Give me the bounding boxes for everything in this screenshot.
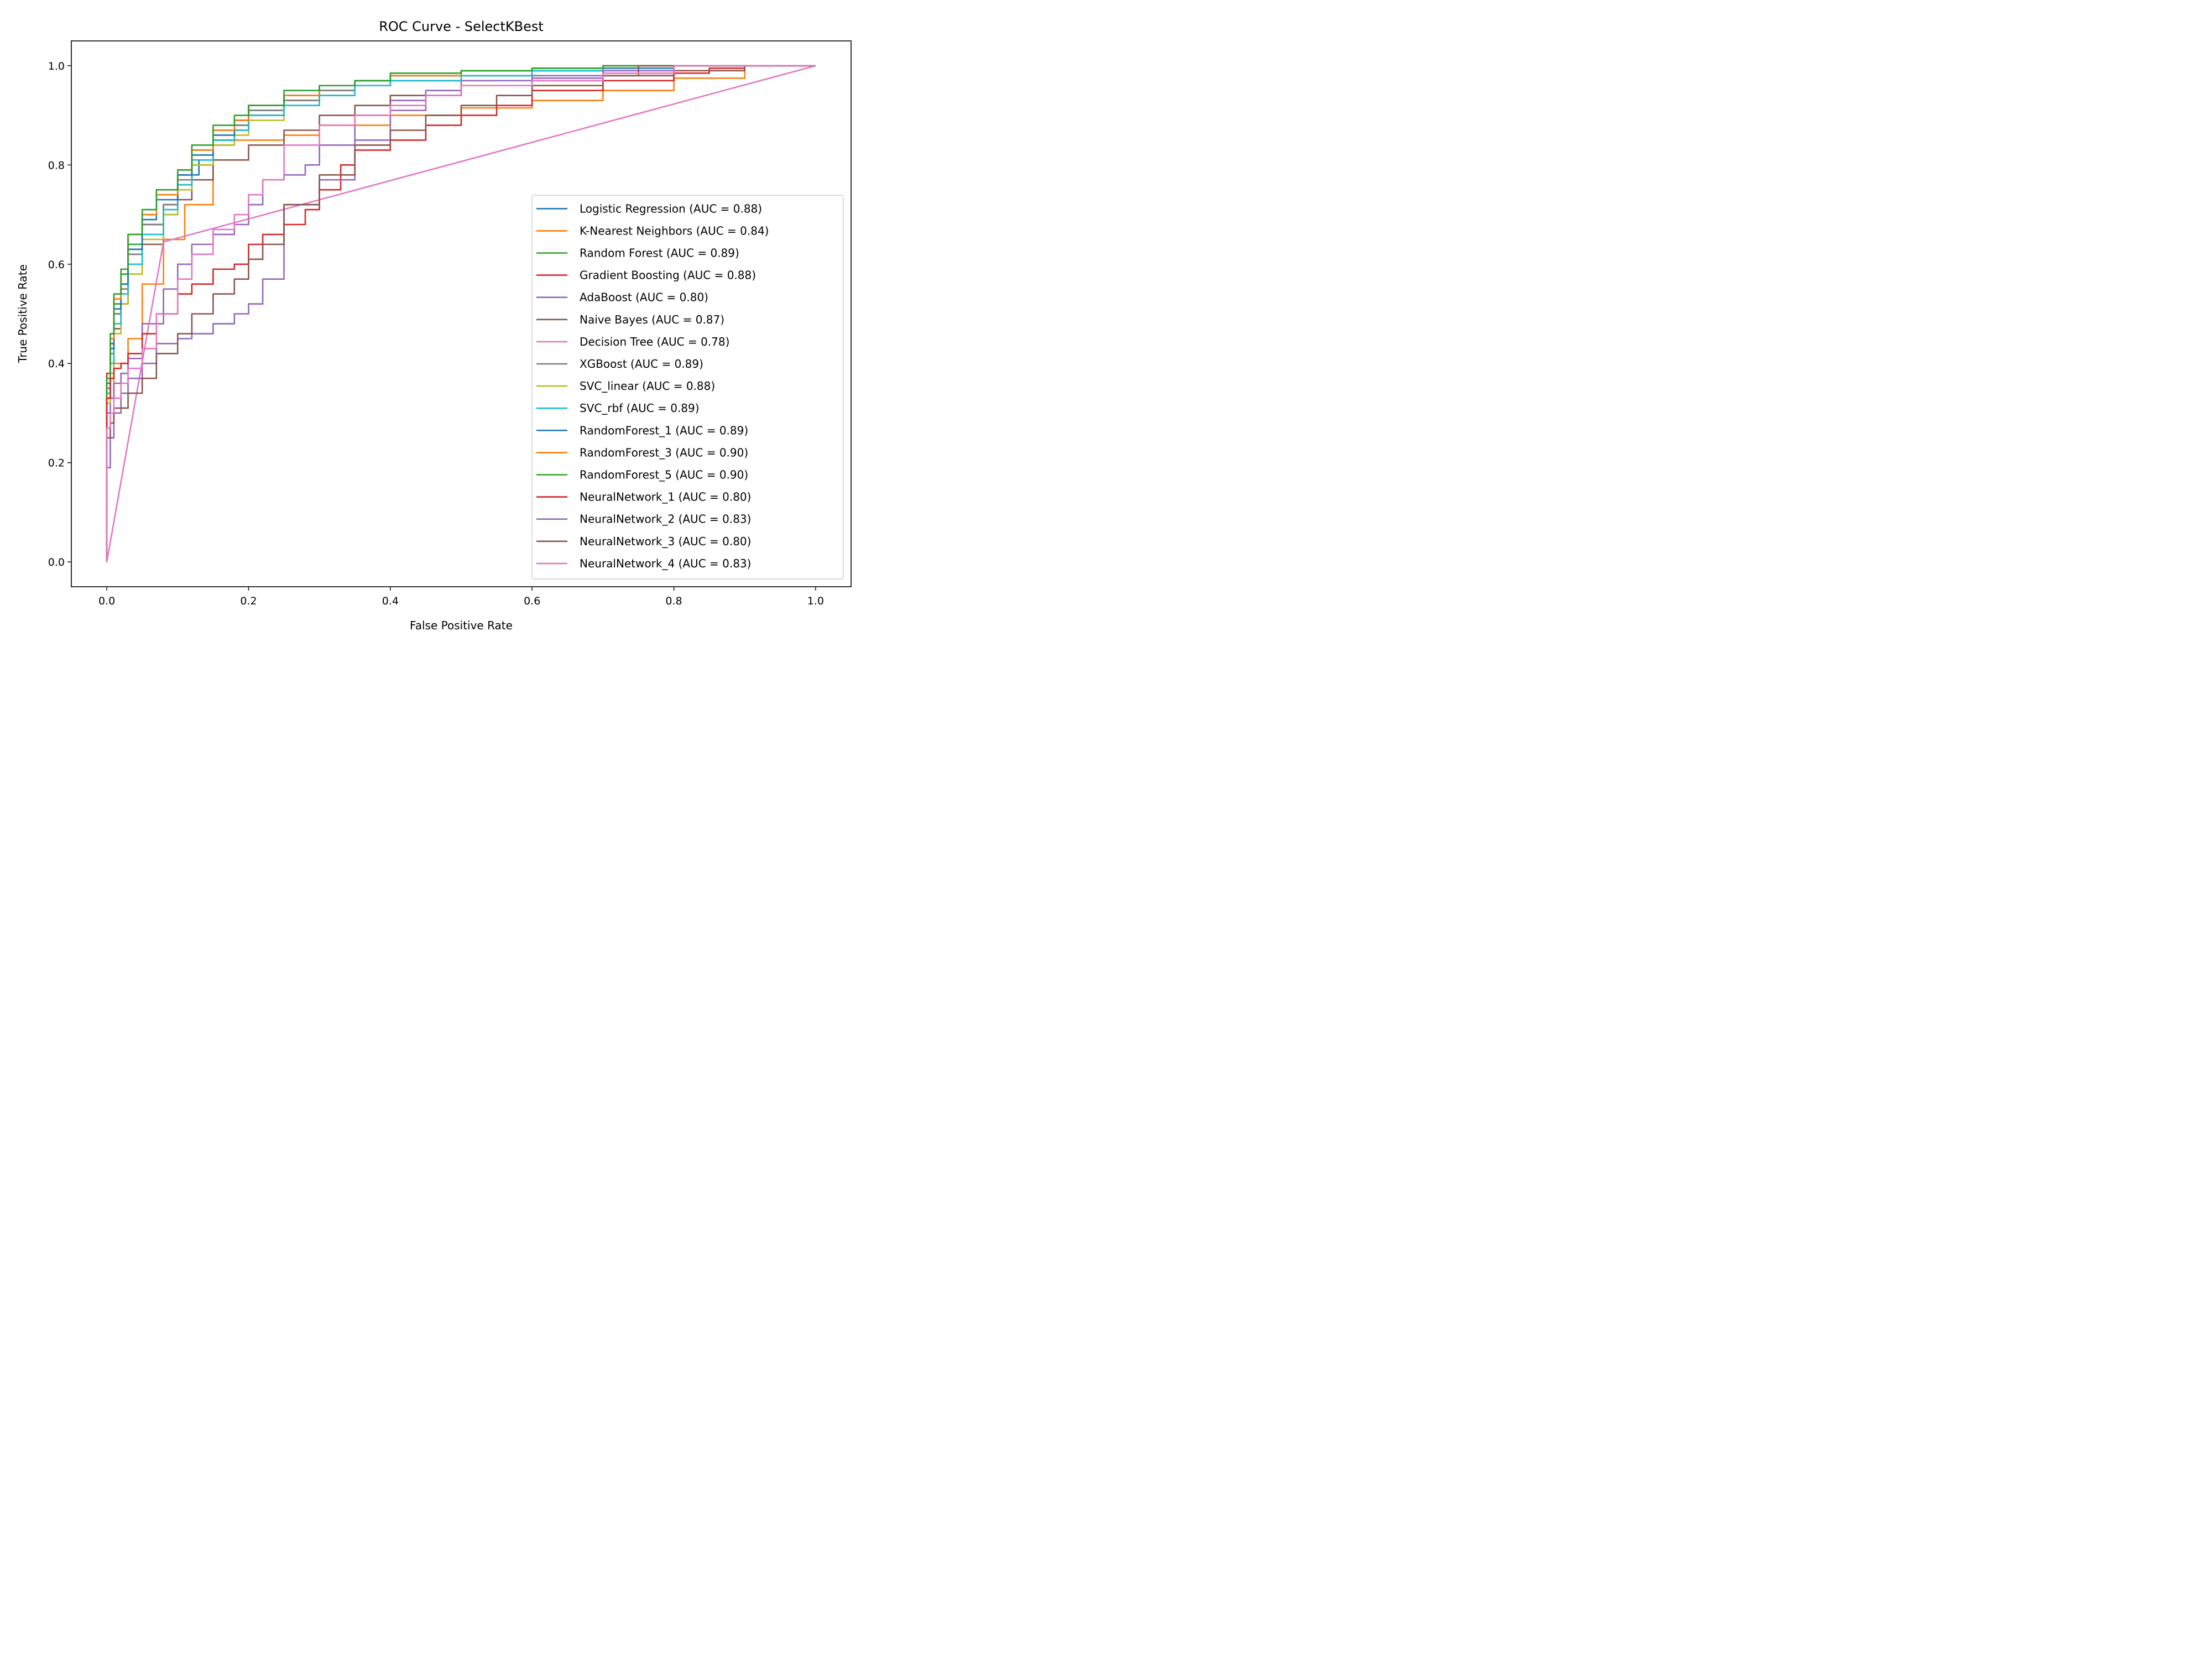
roc-curve-line-17 xyxy=(106,65,816,562)
legend-entry-label: AdaBoost (AUC = 0.80) xyxy=(580,291,708,304)
legend-entry-label: K-Nearest Neighbors (AUC = 0.84) xyxy=(580,224,769,237)
legend-entry-label: NeuralNetwork_4 (AUC = 0.83) xyxy=(580,557,751,570)
x-tick-label: 0.0 xyxy=(98,595,115,607)
legend-entry-label: Decision Tree (AUC = 0.78) xyxy=(580,335,729,348)
legend-entry-label: RandomForest_3 (AUC = 0.90) xyxy=(580,446,748,459)
legend-entry-label: Gradient Boosting (AUC = 0.88) xyxy=(580,269,756,282)
x-axis-title: False Positive Rate xyxy=(410,619,513,632)
legend-entry-label: RandomForest_5 (AUC = 0.90) xyxy=(580,468,748,482)
x-tick-label: 0.2 xyxy=(240,595,257,607)
legend-entry-label: RandomForest_1 (AUC = 0.89) xyxy=(580,424,748,437)
legend-entry-label: NeuralNetwork_1 (AUC = 0.80) xyxy=(580,491,751,504)
roc-curve-line-16 xyxy=(106,65,816,562)
legend-entry-label: NeuralNetwork_2 (AUC = 0.83) xyxy=(580,513,751,526)
x-tick-label: 1.0 xyxy=(807,595,824,607)
chart-title: ROC Curve - SelectKBest xyxy=(379,19,544,34)
legend-entry-label: NeuralNetwork_3 (AUC = 0.80) xyxy=(580,535,751,548)
legend-entry-label: Random Forest (AUC = 0.89) xyxy=(580,247,739,260)
legend-box xyxy=(531,195,844,580)
y-tick-label: 0.6 xyxy=(48,259,65,271)
y-tick-label: 1.0 xyxy=(48,60,65,72)
legend-entry-label: Naive Bayes (AUC = 0.87) xyxy=(580,313,724,326)
y-axis-title: True Positive Rate xyxy=(16,264,29,363)
y-tick-label: 0.8 xyxy=(48,159,65,171)
y-tick-label: 0.4 xyxy=(48,358,65,370)
legend-entry-label: SVC_linear (AUC = 0.88) xyxy=(580,379,715,393)
axes-frame xyxy=(71,40,852,587)
legend-entry-label: Logistic Regression (AUC = 0.88) xyxy=(580,202,762,215)
legend-entry-label: SVC_rbf (AUC = 0.89) xyxy=(580,401,700,415)
roc-chart: ROC Curve - SelectKBest 0.0 0.2 0.4 0.6 0.8 1… xyxy=(0,0,863,647)
y-tick-label: 0.2 xyxy=(48,457,65,469)
x-tick-label: 0.8 xyxy=(665,595,682,607)
roc-curve-line-13 xyxy=(106,65,816,562)
roc-curve-line-7 xyxy=(106,65,816,562)
x-tick-label: 0.4 xyxy=(382,595,399,607)
x-tick-label: 0.6 xyxy=(524,595,540,607)
legend-entry-label: XGBoost (AUC = 0.89) xyxy=(580,357,703,371)
y-tick-label: 0.0 xyxy=(48,556,65,568)
plot-area: 0.0 0.2 0.4 0.6 0.8 1.0 0.0 0.2 0.4 0.6 0.8 1.0 Logi… xyxy=(48,40,852,607)
roc-curve-line-14 xyxy=(106,65,816,562)
